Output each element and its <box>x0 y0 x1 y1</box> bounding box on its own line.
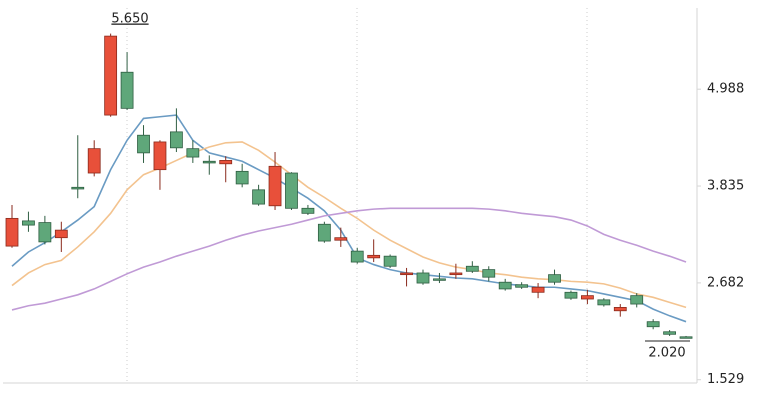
moving-average <box>11 207 687 311</box>
candle-body <box>22 220 35 226</box>
candle-body <box>268 165 282 207</box>
candle-body <box>54 229 68 239</box>
candle-body <box>38 222 52 243</box>
y-tick-label: 1.529 <box>707 372 744 387</box>
candle-body <box>235 170 249 185</box>
candle-body <box>120 71 134 109</box>
candle-body <box>465 265 479 272</box>
candle-body <box>433 278 446 281</box>
candle-body <box>597 299 611 306</box>
candle-body <box>367 254 381 259</box>
candle-body <box>663 331 676 335</box>
candle-body <box>5 217 19 247</box>
y-tick-label: 2.682 <box>707 275 744 290</box>
candle-body <box>153 141 167 171</box>
min-label: 2.020 <box>648 346 685 361</box>
plot <box>5 33 693 339</box>
moving-average <box>11 141 687 309</box>
candle-body <box>202 160 216 164</box>
candle-body <box>169 131 183 149</box>
candle-body <box>219 160 233 165</box>
candle-body <box>252 189 266 205</box>
candle-body <box>350 250 364 263</box>
candle-body <box>104 35 118 116</box>
candle-body <box>515 284 529 288</box>
candle-body <box>531 286 545 293</box>
candle-body <box>317 223 331 242</box>
candle-body <box>87 148 101 174</box>
moving-average <box>11 114 687 323</box>
candle-body <box>400 272 413 276</box>
candle-body <box>285 172 298 209</box>
candle-body <box>416 272 430 284</box>
candle-body <box>186 148 200 158</box>
candle-body <box>498 281 512 290</box>
candle-body <box>581 295 594 300</box>
candle-body <box>334 237 348 241</box>
candle-body <box>71 186 85 190</box>
y-tick-label: 3.835 <box>707 179 744 194</box>
candle-body <box>679 336 693 339</box>
candle-body <box>482 269 496 278</box>
max-label: 5.650 <box>111 12 148 27</box>
candle-body <box>630 295 644 305</box>
candle-body <box>301 207 315 214</box>
candle-body <box>548 274 561 283</box>
candle-body <box>137 134 150 154</box>
candle-body <box>646 321 660 328</box>
candle-body <box>564 291 578 299</box>
candle-body <box>613 307 627 312</box>
candle-body <box>449 272 463 276</box>
candle-body <box>383 255 397 267</box>
y-tick-label: 4.988 <box>707 82 744 97</box>
